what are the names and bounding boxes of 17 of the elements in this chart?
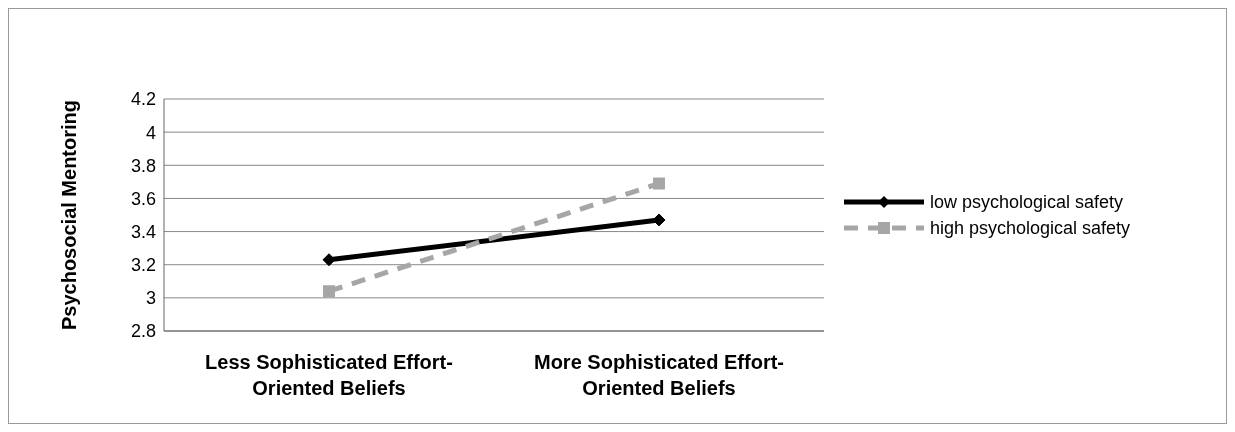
point <box>322 253 336 267</box>
y-tick-label: 3.8 <box>130 155 156 176</box>
x-tick-label: More Sophisticated Effort-Oriented Beliefs <box>533 351 785 399</box>
x-tick-label: Less Sophisticated Effort-Oriented Beliefs <box>205 351 453 399</box>
y-tick-label: 3 <box>145 288 156 309</box>
point <box>653 177 665 190</box>
y-axis-title: Psychosocial Mentoring <box>58 99 81 331</box>
y-tick-label: 2.8 <box>130 321 156 342</box>
point <box>652 213 666 227</box>
legend-label: low psychological safety <box>930 191 1124 213</box>
y-tick-label: 3.4 <box>130 221 156 242</box>
y-tick-label: 4.2 <box>130 89 156 110</box>
point <box>323 285 335 298</box>
y-tick-label: 3.6 <box>130 188 156 209</box>
y-tick-label: 3.2 <box>130 255 156 276</box>
legend-label: high psychological safety <box>930 217 1131 239</box>
y-tick-label: 4 <box>145 122 156 143</box>
